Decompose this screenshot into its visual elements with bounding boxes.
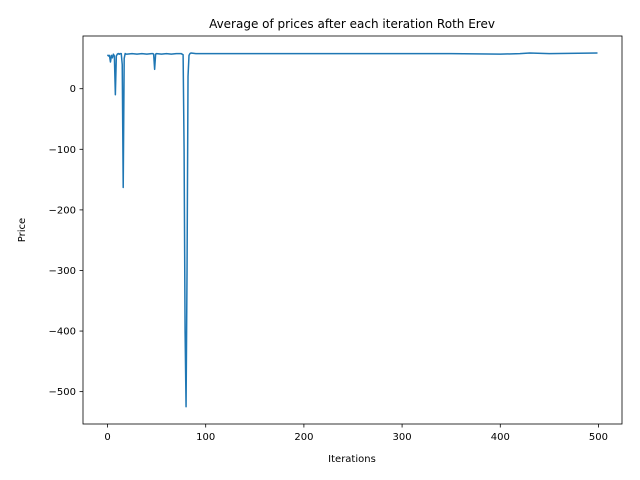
y-tick-label: −200 — [49, 205, 76, 216]
x-tick-label: 100 — [196, 432, 215, 443]
chart-title: Average of prices after each iteration R… — [209, 17, 495, 31]
y-axis-label: Price — [17, 218, 28, 242]
y-tick-label: −400 — [49, 327, 76, 338]
x-axis-label: Iterations — [328, 454, 376, 465]
axes-frame — [82, 35, 623, 425]
y-tick-label: 0 — [70, 84, 76, 95]
x-tick-label: 400 — [491, 432, 510, 443]
y-axis-ticks: 0 −100 −200 −300 −400 −500 — [49, 84, 83, 398]
y-tick-label: −300 — [49, 266, 76, 277]
plot-area — [82, 35, 623, 425]
x-axis-ticks: 0 100 200 300 400 500 — [104, 424, 608, 443]
y-tick-label: −500 — [49, 387, 76, 398]
y-tick-label: −100 — [49, 145, 76, 156]
x-tick-label: 300 — [393, 432, 412, 443]
x-tick-label: 200 — [294, 432, 313, 443]
x-tick-label: 500 — [589, 432, 608, 443]
x-tick-label: 0 — [104, 432, 110, 443]
series-line — [106, 52, 598, 408]
